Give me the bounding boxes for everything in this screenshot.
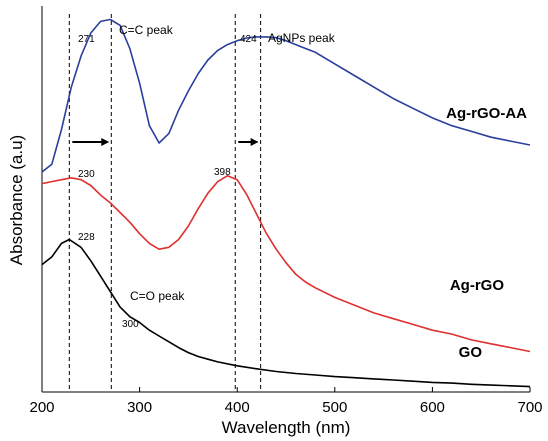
x-axis-title: Wavelength (nm) <box>222 418 351 437</box>
y-axis-title: Absorbance (a.u) <box>7 135 26 265</box>
x-tick-label: 500 <box>322 399 347 416</box>
shift-arrow-head <box>250 138 259 146</box>
series-line-go <box>41 238 531 388</box>
annotation-424: 424 <box>240 34 257 45</box>
x-tick-label: 300 <box>127 399 152 416</box>
reference-dashed-lines <box>68 14 262 392</box>
series-label-ag-rgo-aa: Ag-rGO-AA <box>446 105 527 122</box>
x-tick-label: 600 <box>420 399 445 416</box>
annotation-398: 398 <box>214 167 231 178</box>
shift-arrow-head <box>101 138 110 146</box>
series-line-ag-rgo-aa <box>41 18 531 173</box>
x-ticks: 200 300 400 500 600 700 <box>29 387 543 416</box>
annotation-agnps-peak: AgNPs peak <box>268 31 336 45</box>
series-line-ag-rgo <box>41 175 531 353</box>
x-tick-label: 200 <box>29 399 54 416</box>
x-tick-label: 700 <box>517 399 542 416</box>
annotation-228: 228 <box>78 232 95 243</box>
annotation-271: 271 <box>78 34 95 45</box>
series-label-go: GO <box>459 344 483 361</box>
x-tick-label: 400 <box>225 399 250 416</box>
annotation-co-peak: C=O peak <box>130 289 185 303</box>
annotation-cc-peak: C=C peak <box>119 23 174 37</box>
shift-arrows <box>72 138 259 146</box>
series-lines <box>41 18 531 388</box>
annotation-300: 300 <box>122 319 139 330</box>
annotation-230: 230 <box>78 169 95 180</box>
series-label-ag-rgo: Ag-rGO <box>450 277 504 294</box>
